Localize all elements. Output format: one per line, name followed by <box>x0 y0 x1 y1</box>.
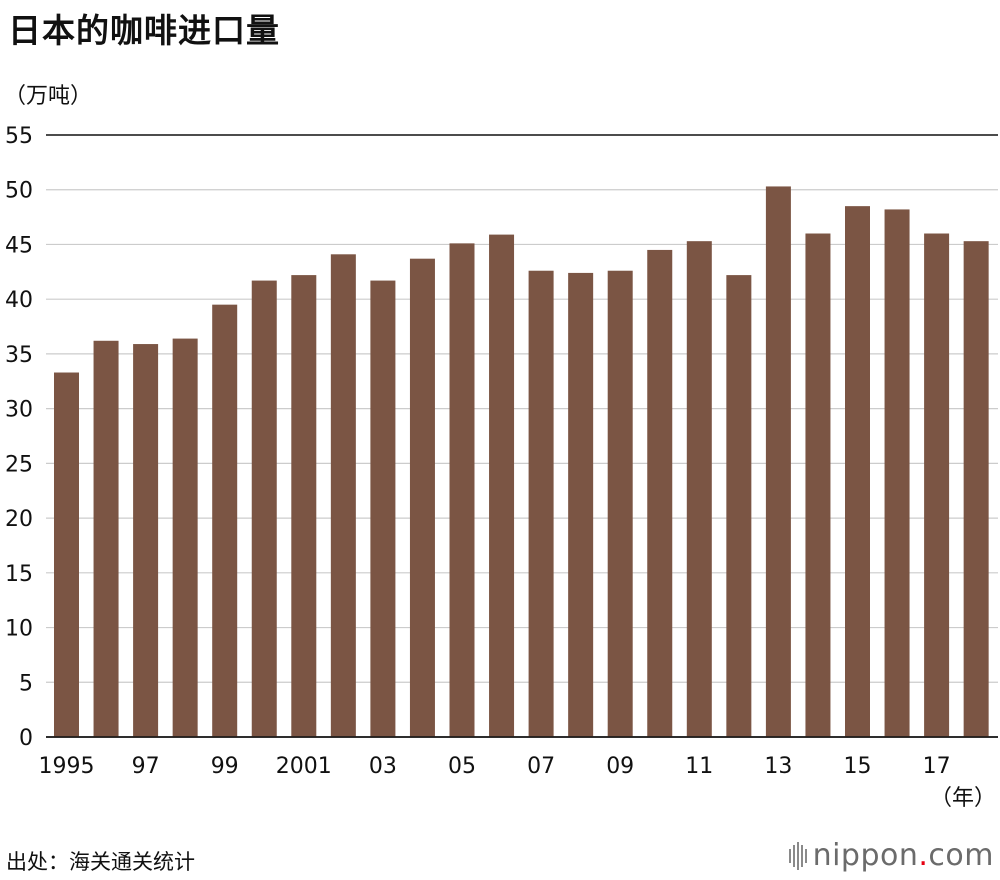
x-tick-label: 05 <box>448 754 476 779</box>
y-tick-label: 0 <box>19 726 33 751</box>
bar-2001 <box>291 275 317 737</box>
x-tick-label: 03 <box>369 754 397 779</box>
x-tick-label: 17 <box>923 754 951 779</box>
bar-2002 <box>330 254 356 737</box>
y-tick-label: 15 <box>5 562 33 587</box>
bar-2007 <box>528 270 554 737</box>
logo-name: nippon <box>812 838 919 873</box>
bar-2017 <box>924 233 950 737</box>
bar-2008 <box>568 272 594 737</box>
x-tick-label: 07 <box>527 754 555 779</box>
bar-2010 <box>647 249 673 737</box>
logo-dot: . <box>918 838 929 873</box>
logo-domain: com <box>928 838 994 873</box>
x-tick-label: 11 <box>685 754 713 779</box>
x-tick-label: 99 <box>211 754 239 779</box>
bar-2005 <box>449 243 475 738</box>
source-note: 出处：海关通关统计 <box>6 850 195 874</box>
nippon-logo: nippon. com <box>788 838 994 873</box>
y-tick-label: 50 <box>5 179 33 204</box>
y-tick-label: 25 <box>5 452 33 477</box>
y-tick-label: 20 <box>5 507 33 532</box>
bar-2012 <box>726 275 752 737</box>
y-tick-label: 45 <box>5 233 33 258</box>
x-tick-label: 09 <box>606 754 634 779</box>
y-tick-label: 55 <box>5 124 33 149</box>
y-tick-label: 10 <box>5 617 33 642</box>
y-tick-label: 30 <box>5 398 33 423</box>
x-tick-label: 1995 <box>39 754 95 779</box>
bar-2013 <box>765 186 791 738</box>
bar-1999 <box>212 304 238 737</box>
bar-2018 <box>963 241 989 738</box>
bar-2004 <box>409 258 435 737</box>
bar-1997 <box>133 344 159 737</box>
x-tick-label: 2001 <box>276 754 332 779</box>
bar-2009 <box>607 270 633 737</box>
bar-2003 <box>370 280 396 737</box>
bar-2011 <box>686 241 712 738</box>
logo-bars-icon <box>788 841 809 870</box>
bar-2006 <box>489 234 515 737</box>
y-axis-unit-label: （万吨） <box>4 84 93 109</box>
y-tick-label: 40 <box>5 288 33 313</box>
bar-1996 <box>93 340 119 737</box>
bar-1998 <box>172 338 198 737</box>
y-tick-label: 35 <box>5 343 33 368</box>
bar-2016 <box>884 209 910 738</box>
x-tick-label: 15 <box>844 754 872 779</box>
y-tick-label: 5 <box>19 671 33 696</box>
x-tick-label: 97 <box>132 754 160 779</box>
bar-2014 <box>805 233 831 737</box>
chart-title: 日本的咖啡进口量 <box>8 11 280 50</box>
bar-1995 <box>54 372 79 737</box>
bar-2015 <box>845 206 870 738</box>
x-tick-label: 13 <box>764 754 792 779</box>
bar-2000 <box>251 280 277 737</box>
x-axis-unit-label: （年） <box>930 786 996 811</box>
